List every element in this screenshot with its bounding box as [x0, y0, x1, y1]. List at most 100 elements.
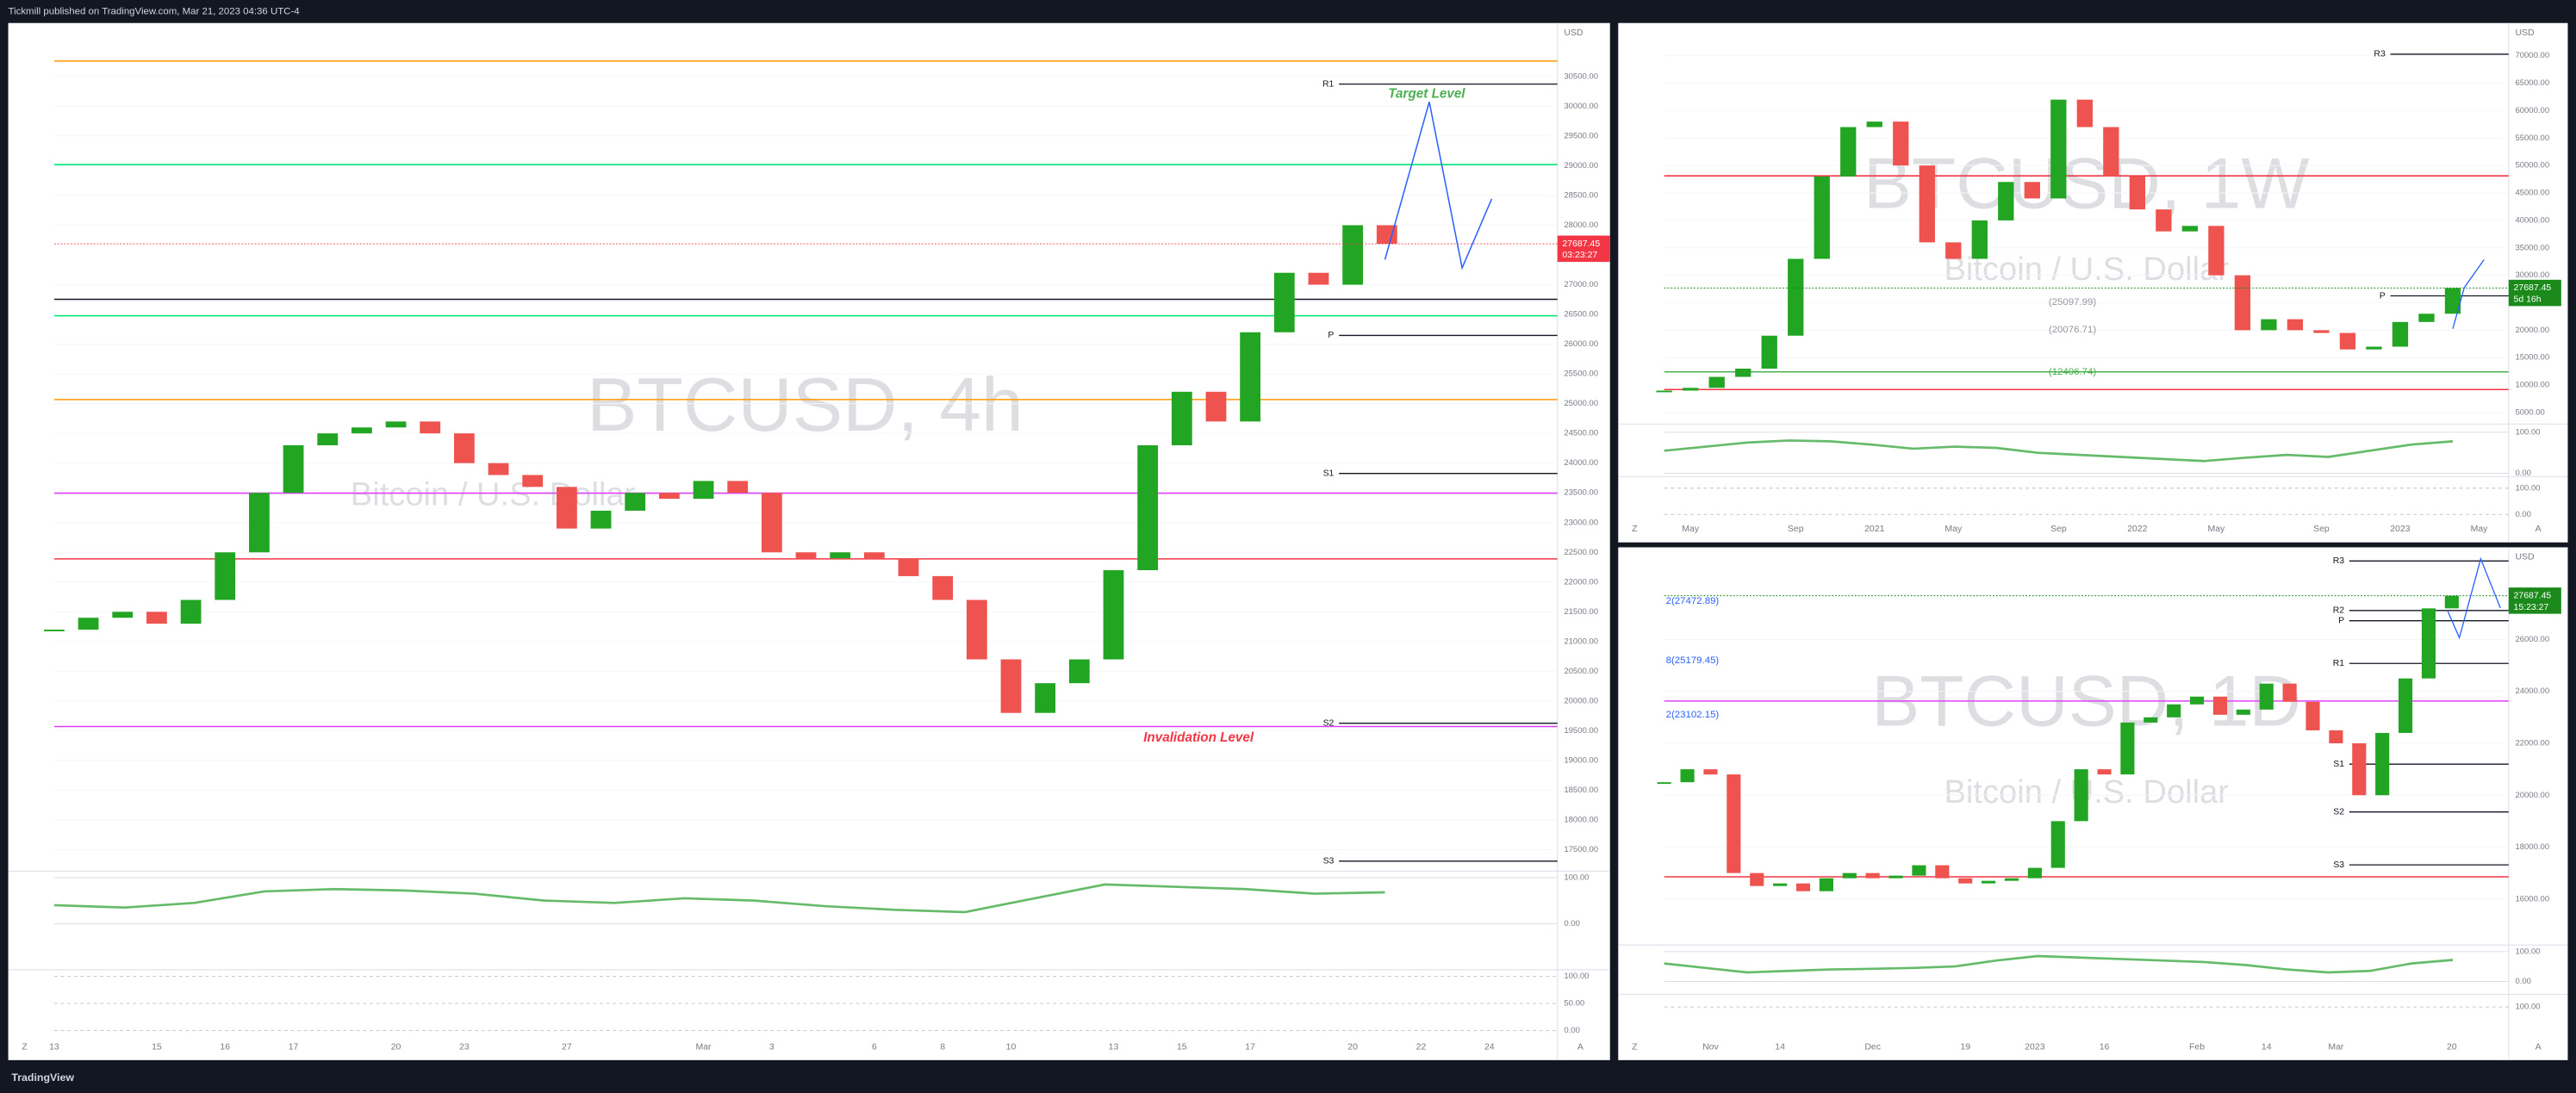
candle [1308, 272, 1329, 285]
y-tick-label: 10000.00 [2515, 381, 2549, 390]
pivot-label: S1 [2333, 760, 2344, 769]
x-tick-label: 13 [49, 1042, 59, 1052]
last-price-label: 27687.45 [2514, 591, 2552, 600]
y-tick-label: 18500.00 [1564, 786, 1598, 795]
y-tick-label: 65000.00 [2515, 78, 2549, 88]
x-tick-label: 17 [289, 1042, 299, 1052]
candle [2329, 730, 2343, 743]
candle [830, 552, 851, 559]
y-tick-label: 26000.00 [2515, 635, 2549, 644]
y-tick-label: 60000.00 [2515, 106, 2549, 115]
y-tick-label: 24000.00 [1564, 458, 1598, 468]
x-tick-label: 8 [940, 1042, 945, 1052]
candle [2074, 769, 2088, 822]
candle [1998, 182, 2014, 220]
stoch-tick-label: 100.00 [1564, 972, 1589, 981]
candle [2418, 314, 2435, 322]
candle [1068, 659, 1090, 684]
osc-tick-label: 0.00 [1564, 919, 1580, 928]
candle [658, 493, 680, 500]
currency-label: USD [2515, 28, 2535, 38]
candle [2366, 346, 2382, 350]
scale-button[interactable]: A [2536, 525, 2542, 534]
candle [2236, 709, 2250, 715]
candle [1982, 880, 1996, 884]
x-tick-label: Feb [2189, 1042, 2205, 1052]
candle [1171, 391, 1192, 445]
y-tick-label: 24000.00 [2515, 686, 2549, 696]
y-tick-label: 20000.00 [2515, 791, 2549, 800]
y-tick-label: 28500.00 [1564, 190, 1598, 200]
y-tick-label: 18000.00 [2515, 842, 2549, 852]
candle [2190, 696, 2205, 705]
y-tick-label: 29000.00 [1564, 161, 1598, 171]
annotation: 2(27472.89) [1666, 596, 1720, 606]
x-tick-label: 6 [872, 1042, 877, 1052]
candle [2167, 704, 2181, 717]
x-tick-label: 14 [2262, 1042, 2272, 1052]
candle [2421, 608, 2436, 679]
watermark-subtitle: Bitcoin / U.S. Dollar [1944, 251, 2229, 288]
candle [863, 552, 885, 559]
candle [453, 433, 475, 463]
scale-button[interactable]: Z [1632, 525, 1638, 534]
scale-button[interactable]: A [2536, 1042, 2542, 1052]
y-tick-label: 20000.00 [1564, 696, 1598, 705]
candle [1657, 782, 1671, 785]
y-tick-label: 20000.00 [2515, 326, 2549, 335]
stoch-tick-label: 0.00 [2515, 510, 2531, 519]
x-tick-label: Sep [2050, 525, 2067, 534]
candle [2097, 769, 2112, 775]
y-tick-label: 26000.00 [1564, 339, 1598, 349]
projection-arrow [2447, 556, 2501, 640]
candle [78, 618, 99, 630]
scale-button[interactable]: Z [22, 1042, 28, 1052]
candle [283, 444, 304, 494]
candle [2234, 275, 2251, 331]
y-tick-label: 45000.00 [2515, 189, 2549, 198]
x-tick-label: 3 [769, 1042, 775, 1052]
watermark-title: BTCUSD, 4h [587, 363, 1024, 447]
pivot-label: R3 [2374, 50, 2386, 59]
currency-label: USD [2515, 553, 2535, 562]
y-tick-label: 50000.00 [2515, 161, 2549, 171]
y-tick-label: 25500.00 [1564, 370, 1598, 379]
candle [317, 433, 339, 445]
y-tick-label: 23000.00 [1564, 518, 1598, 527]
x-tick-label: May [2207, 525, 2225, 534]
pivot-label: S2 [2333, 807, 2344, 817]
panels: USD Z A BTCUSD, 4h Bitcoin / U.S. Dollar 17 50… [8, 22, 2568, 1060]
y-tick-label: 20500.00 [1564, 667, 1598, 676]
scale-button[interactable]: A [1577, 1042, 1584, 1052]
y-tick-label: 21500.00 [1564, 607, 1598, 617]
candle [180, 599, 202, 624]
pivot-label: R1 [1322, 79, 1335, 89]
last-price-badge [1557, 235, 1610, 263]
candle [1727, 774, 1741, 873]
scale-button[interactable]: Z [1632, 1042, 1638, 1052]
y-tick-label: 27000.00 [1564, 280, 1598, 289]
y-tick-label: 19500.00 [1564, 726, 1598, 736]
x-tick-label: 20 [391, 1042, 401, 1052]
y-tick-label: 16000.00 [2515, 894, 2549, 904]
y-tick-label: 30000.00 [1564, 102, 1598, 111]
candle [1893, 121, 1909, 166]
annotation: 2(23102.15) [1666, 710, 1720, 720]
candle [2050, 99, 2067, 199]
candle [1137, 444, 1159, 570]
x-tick-label: 16 [220, 1042, 230, 1052]
stoch-tick-label: 100.00 [2515, 1003, 2540, 1012]
x-tick-label: 2022 [2127, 525, 2147, 534]
candle [1035, 683, 1056, 713]
x-tick-label: Dec [1864, 1042, 1881, 1052]
x-tick-label: 13 [1109, 1042, 1119, 1052]
osc-tick-label: 0.00 [2515, 977, 2531, 986]
candle [1958, 878, 1973, 884]
y-tick-label: 55000.00 [2515, 134, 2549, 143]
last-price-badge [2508, 279, 2561, 307]
candle [2392, 321, 2409, 347]
candle [1683, 388, 1699, 391]
candle [795, 552, 817, 559]
x-tick-label: 16 [2100, 1042, 2110, 1052]
x-tick-label: 10 [1006, 1042, 1017, 1052]
